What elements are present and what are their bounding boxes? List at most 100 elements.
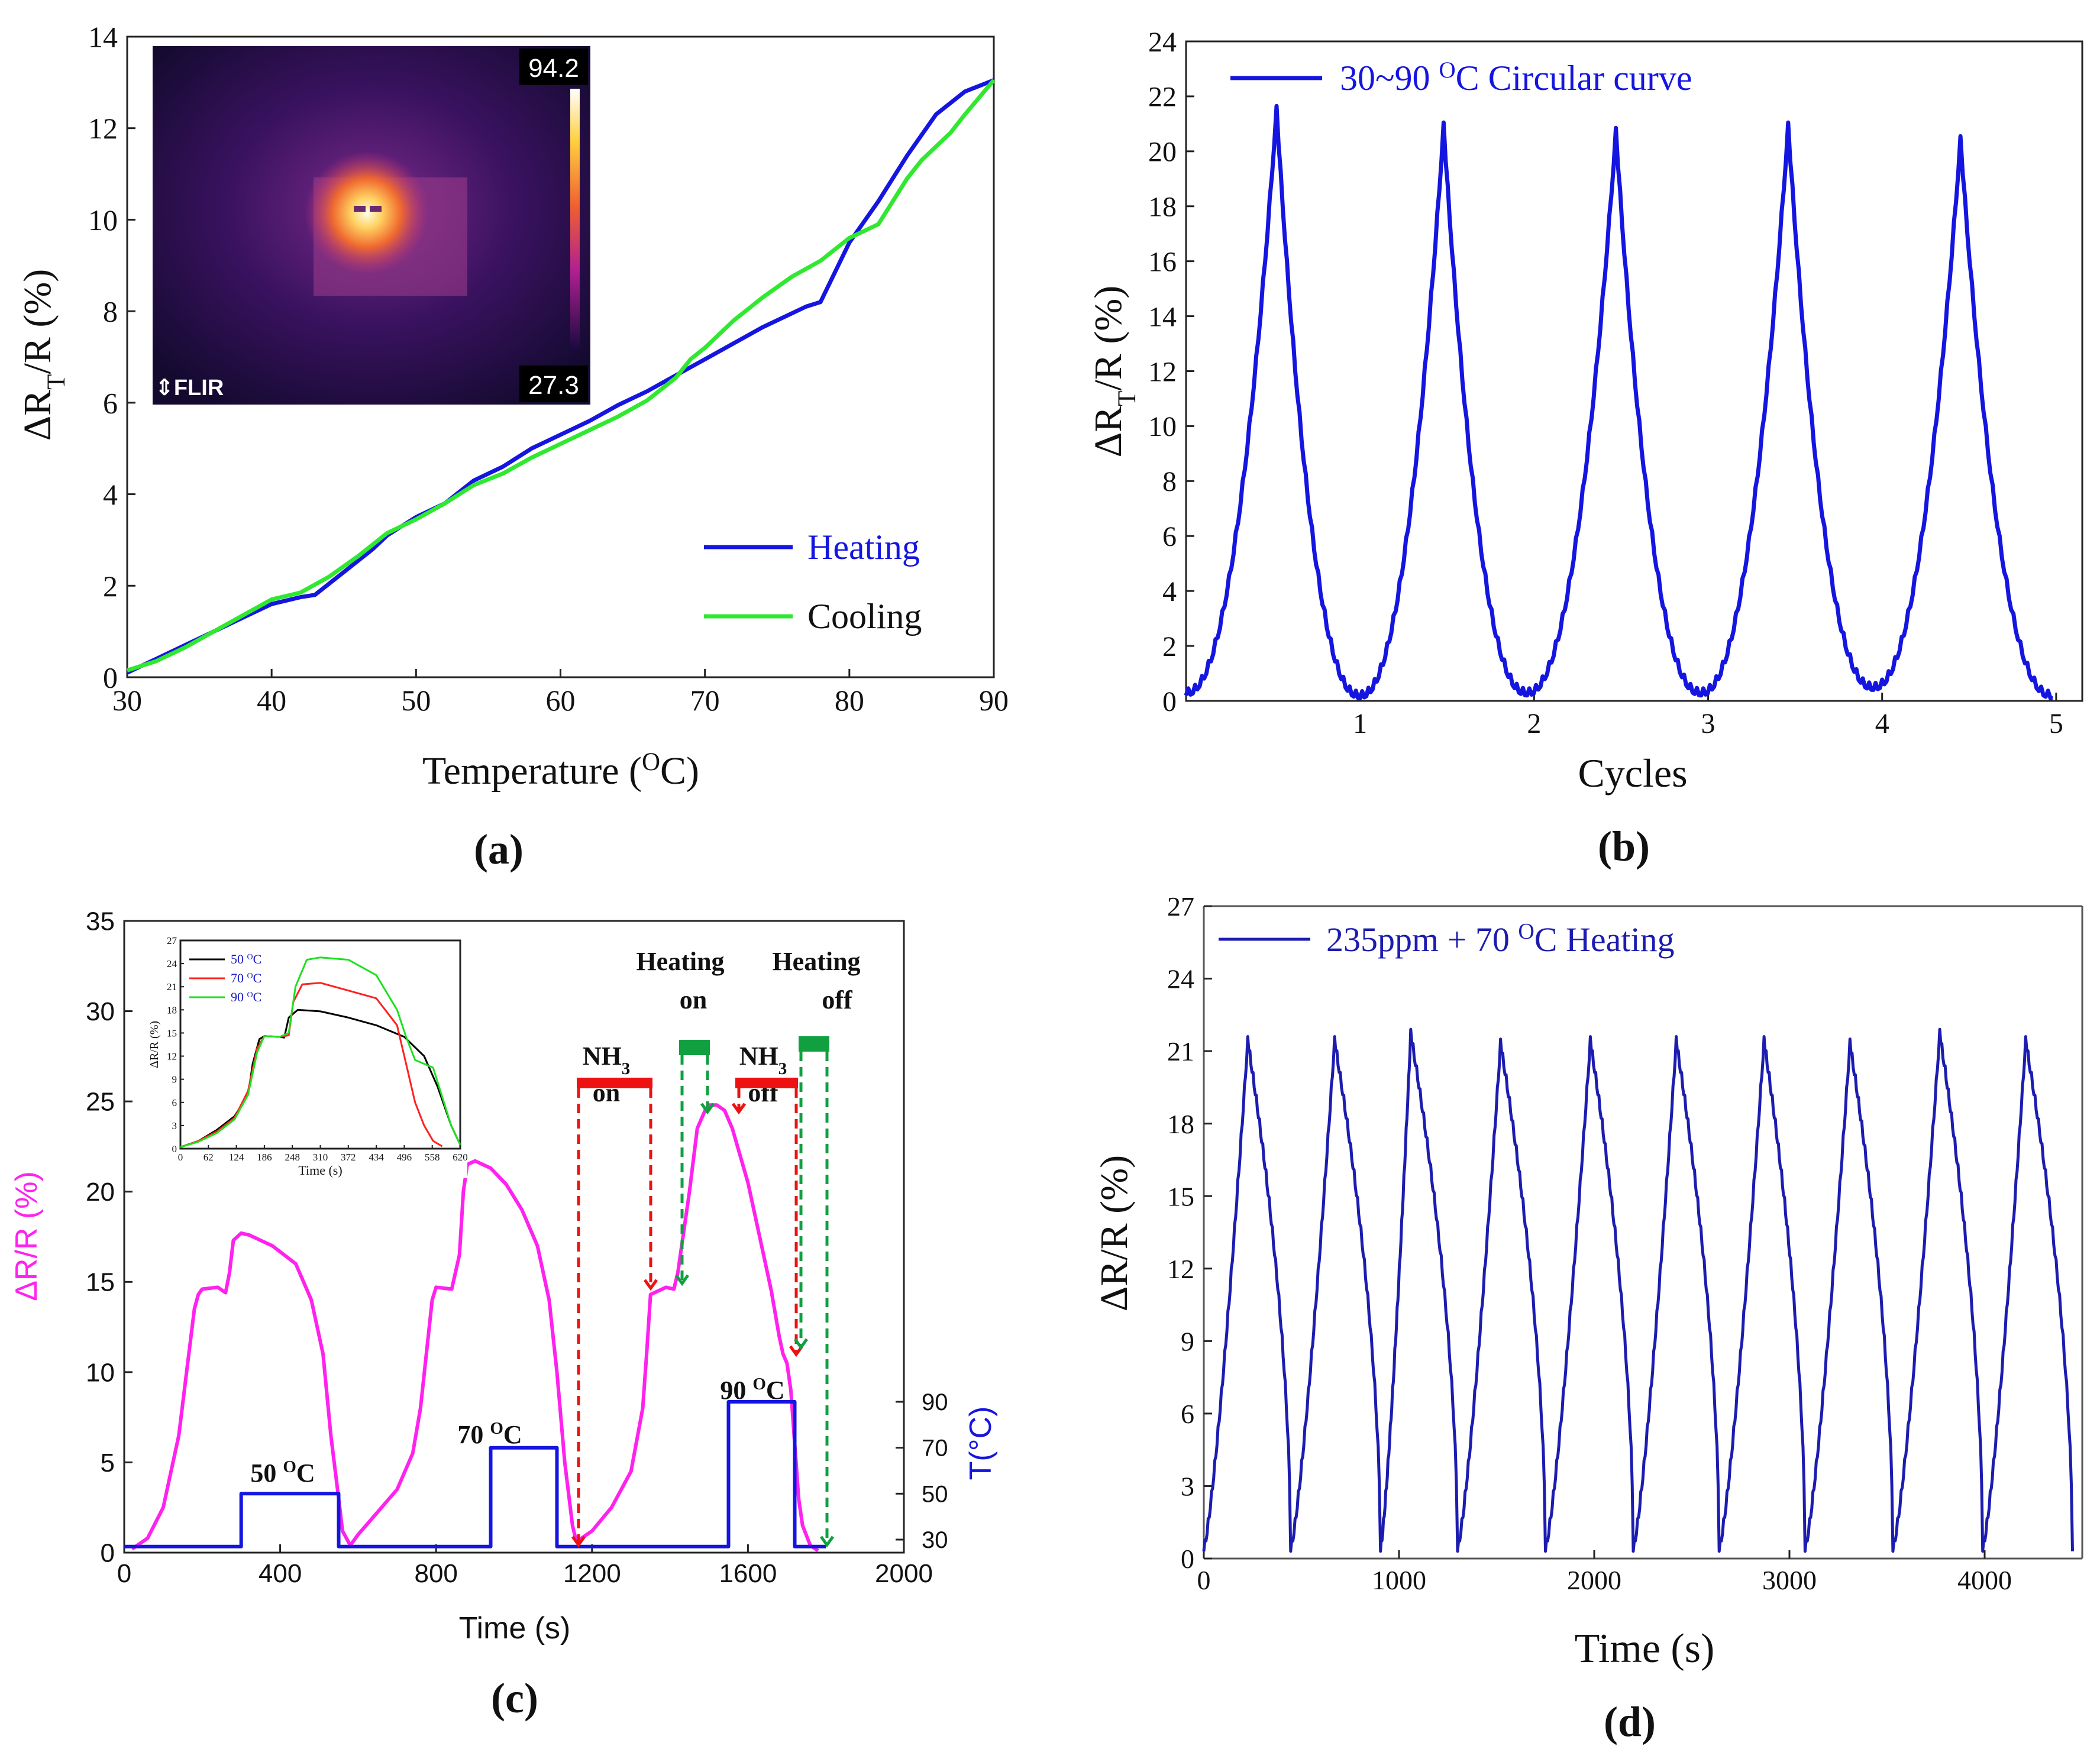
panel-b-ytick-label: 6 (1162, 521, 1177, 552)
panel-c-heating-off-label: Heating (772, 947, 860, 976)
panel-c-nh3-off-bar (735, 1078, 798, 1088)
panel-c-xtick-label: 0 (117, 1559, 131, 1588)
panel-c-inset-xtick-label: 496 (397, 1152, 412, 1163)
panel-c-right-ytick-label: 50 (922, 1481, 948, 1507)
panel-a-legend-label-cooling: Cooling (807, 597, 922, 636)
panel-d-ytick-label: 9 (1181, 1326, 1194, 1356)
panel-d-ytick-label: 6 (1181, 1399, 1194, 1429)
panel-c-heating-on-label-2: on (680, 985, 707, 1014)
panel-a-ytick-label: 6 (103, 386, 118, 419)
panel-c-inset-xtick-label: 0 (178, 1152, 183, 1163)
panel-a-series-cooling (126, 79, 996, 673)
panel-c-inset-ytick-label: 3 (172, 1120, 177, 1131)
panel-d-caption: (d) (1604, 1698, 1656, 1745)
panel-a-hotspot-mark (370, 206, 382, 212)
panel-d-ytick-label: 24 (1167, 964, 1194, 994)
panel-c-xtick-label: 1200 (563, 1559, 621, 1588)
panel-c-temp-label: 90 OC (720, 1375, 784, 1405)
panel-d-ytick-label: 3 (1181, 1472, 1194, 1502)
panel-c-xtick-label: 800 (414, 1559, 457, 1588)
panel-b-ytick-label: 4 (1162, 576, 1177, 607)
panel-c-temp-label: 70 OC (457, 1419, 522, 1449)
panel-a-max-label-bg (519, 49, 588, 85)
panel-c-inset-xtick-label: 124 (229, 1152, 244, 1163)
panel-c-arrow-heating-on-start-head (674, 1274, 690, 1286)
panel-d-xtick-label: 1000 (1372, 1565, 1426, 1595)
panel-c-ytick-label: 25 (86, 1088, 115, 1117)
panel-d-xtick-label: 0 (1197, 1565, 1211, 1595)
panel-d-ytick-label: 15 (1167, 1181, 1194, 1211)
panel-c-inset-y-axis-title: ΔR/R (%) (148, 1021, 161, 1068)
panel-a-series-heating (126, 78, 995, 675)
panel-b-ytick-label: 20 (1148, 137, 1177, 168)
panel-d-ytick-label: 0 (1181, 1544, 1194, 1574)
panel-c-heating-on-bar (679, 1040, 710, 1055)
panel-a-thermal-hotspot (305, 151, 429, 275)
panel-c-inset-ytick-label: 0 (172, 1143, 177, 1155)
panel-a-ytick-label: 2 (103, 570, 118, 603)
panel-c-inset-ytick-label: 18 (167, 1004, 177, 1016)
panel-d-ytick-label: 21 (1167, 1036, 1194, 1066)
panel-c-inset-ytick-label: 24 (167, 958, 177, 969)
panel-c-series-temperature (124, 1400, 826, 1548)
panel-c-ytick-label: 30 (86, 997, 115, 1026)
panel-a-xtick-label: 40 (257, 684, 286, 717)
panel-a-thermal-colorbar (570, 89, 580, 349)
panel-a-x-axis-title: Temperature (OC) (422, 748, 699, 793)
panel-c-inset-series-90 (180, 956, 461, 1148)
panel-a-ytick-label: 4 (103, 478, 118, 511)
panel-b-ytick-label: 0 (1162, 686, 1177, 717)
panel-b-x-axis-title: Cycles (1578, 751, 1687, 796)
panel-c-nh3-on-label: NH3 (583, 1042, 631, 1078)
panel-b-ytick-label: 22 (1148, 82, 1177, 113)
panel-c-ytick-label: 5 (101, 1449, 115, 1478)
panel-a-y-axis-title: ΔRT/R (%) (16, 269, 70, 441)
panel-a-ytick-label: 12 (88, 112, 118, 145)
panel-b-ytick-label: 14 (1148, 301, 1177, 332)
panel-b-series-circular-curve (1184, 104, 2053, 700)
panel-c-right-axis-title: T(°C) (964, 1407, 998, 1480)
panel-a-ytick-label: 0 (103, 661, 118, 694)
panel-c-ytick-label: 35 (86, 907, 115, 936)
panel-c-ytick-label: 20 (86, 1178, 115, 1207)
panel-d-y-axis-title: ΔR/R (%) (1093, 1155, 1136, 1311)
panel-b-legend-label: 30~90 OC Circular curve (1340, 57, 1692, 98)
panel-a-caption: (a) (474, 826, 524, 873)
panel-d-legend-label: 235ppm + 70 OC Heating (1326, 919, 1675, 959)
panel-c-arrow-heating-off-end-head (819, 1535, 835, 1548)
panel-d-x-axis-title: Time (s) (1575, 1626, 1715, 1672)
panel-c-nh3-on-bar (577, 1078, 652, 1088)
panel-b-xtick-label: 4 (1875, 708, 1889, 739)
panel-a-xtick-label: 90 (979, 684, 1009, 717)
panel-a-flir-logo: ⇕FLIR (155, 376, 224, 400)
panel-c-arrow-nh3-off-end-head (789, 1345, 804, 1357)
panel-a-ytick-label: 14 (88, 21, 118, 54)
panel-a-min-label-bg (519, 366, 588, 402)
panel-a-min-label: 27.3 (528, 371, 579, 400)
panel-b-ytick-label: 10 (1148, 411, 1177, 442)
panel-b-ytick-label: 8 (1162, 466, 1177, 497)
panel-c-inset-xtick-label: 372 (341, 1152, 356, 1163)
panel-c-arrow-heating-off-start-head (793, 1338, 809, 1350)
panel-c-inset-xtick-label: 62 (203, 1152, 214, 1163)
panel-c-inset-legend-label: 70 OC (231, 971, 261, 985)
panel-c-xtick-label: 2000 (875, 1559, 933, 1588)
panel-a-xtick-label: 50 (401, 684, 431, 717)
panel-a-max-label: 94.2 (528, 54, 579, 83)
panel-c-inset-legend-label: 90 OC (231, 990, 261, 1004)
panel-c-x-axis-title: Time (s) (459, 1611, 571, 1645)
panel-d-ytick-label: 18 (1167, 1109, 1194, 1139)
panel-c-inset-x-axis-title: Time (s) (298, 1163, 342, 1178)
panel-c-nh3-off-label: NH3 (739, 1042, 787, 1078)
panel-c-xtick-label: 400 (259, 1559, 302, 1588)
panel-b-caption: (b) (1598, 823, 1650, 870)
panel-d-ytick-label: 27 (1167, 891, 1194, 922)
panel-c-inset-xtick-label: 186 (257, 1152, 272, 1163)
panel-a-xtick-label: 80 (835, 684, 864, 717)
panel-c-arrow-heating-on-end-head (700, 1103, 715, 1115)
panel-c-inset-series-70 (180, 982, 443, 1148)
panel-b-y-axis-title: ΔRT/R (%) (1087, 286, 1141, 458)
panel-c-arrow-nh3-on-start-head (571, 1535, 586, 1548)
panel-b-ytick-label: 24 (1148, 27, 1177, 58)
